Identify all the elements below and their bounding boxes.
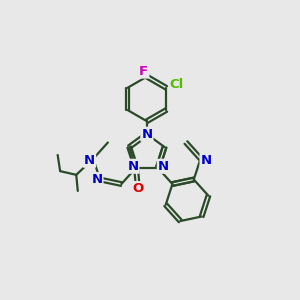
Text: N: N — [92, 173, 103, 186]
Text: N: N — [127, 160, 139, 173]
Text: N: N — [84, 154, 95, 167]
Text: O: O — [132, 182, 143, 195]
Text: F: F — [139, 64, 148, 78]
Text: N: N — [141, 128, 152, 141]
Text: N: N — [201, 154, 212, 167]
Text: N: N — [158, 160, 169, 173]
Text: Cl: Cl — [169, 78, 183, 91]
